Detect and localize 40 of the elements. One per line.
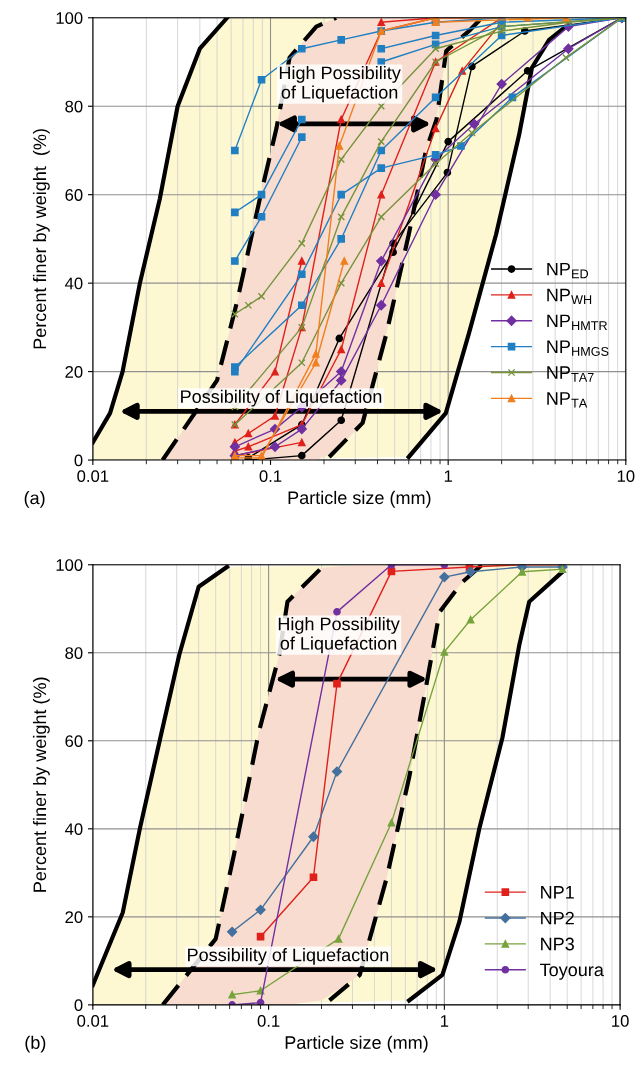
annotation: Possibility of Liquefaction	[181, 389, 382, 407]
x-tick-label: 0.1	[259, 470, 282, 483]
text: (b)	[25, 1035, 46, 1053]
y-tick-label: 0	[74, 999, 83, 1012]
x-tick-label: 0.1	[257, 1015, 280, 1027]
y-tick-label: 60	[65, 189, 83, 201]
legend-label: NP$_{HMGS}$	[547, 340, 609, 356]
y-tick-label: 20	[65, 366, 83, 378]
legend-label: NP$_{TA}$	[547, 392, 588, 408]
legend-label: NP1	[541, 886, 574, 899]
x-tick-label: 10	[612, 1015, 629, 1027]
x-tick-label: 10	[617, 470, 635, 483]
y-tick-label: 60	[65, 735, 83, 748]
annotation: High Possibility of Liquefaction	[278, 617, 400, 654]
legend-label: NP2	[541, 911, 574, 925]
legend-label: Toyoura	[540, 963, 604, 980]
text: (a)	[24, 491, 45, 508]
legend-label: NP$_{ED}$	[547, 262, 589, 279]
x-tick-label: 1	[440, 1015, 449, 1027]
y-tick-label: 0	[74, 454, 83, 467]
y-tick-label: 80	[65, 647, 83, 659]
y-axis-title: Percent finer by weight (%)	[32, 129, 50, 349]
y-tick-label: 100	[56, 559, 83, 571]
annotation: High Possibility of Liquefaction	[279, 65, 401, 103]
x-axis-title: Particle size (mm)	[288, 490, 431, 508]
x-tick-label: 1	[444, 470, 452, 482]
legend-label: NP$_{TA7}$	[547, 366, 594, 382]
legend-label: NP3	[541, 937, 574, 951]
y-tick-label: 80	[65, 100, 83, 113]
x-axis-title: Particle size (mm)	[285, 1035, 428, 1053]
y-tick-label: 20	[65, 911, 83, 924]
y-axis-title: Percent finer by weight (%)	[32, 677, 50, 892]
x-tick-label: 0.01	[77, 1015, 109, 1027]
x-tick-label: 0.01	[77, 470, 109, 483]
legend-label: NP$_{HMTR}$	[547, 314, 607, 330]
legend-label: NP$_{WH}$	[547, 288, 592, 305]
y-tick-label: 40	[64, 277, 83, 290]
y-tick-label: 40	[64, 823, 83, 836]
y-tick-label: 100	[56, 12, 83, 24]
annotation: Possibility of Liquefaction	[188, 948, 389, 965]
